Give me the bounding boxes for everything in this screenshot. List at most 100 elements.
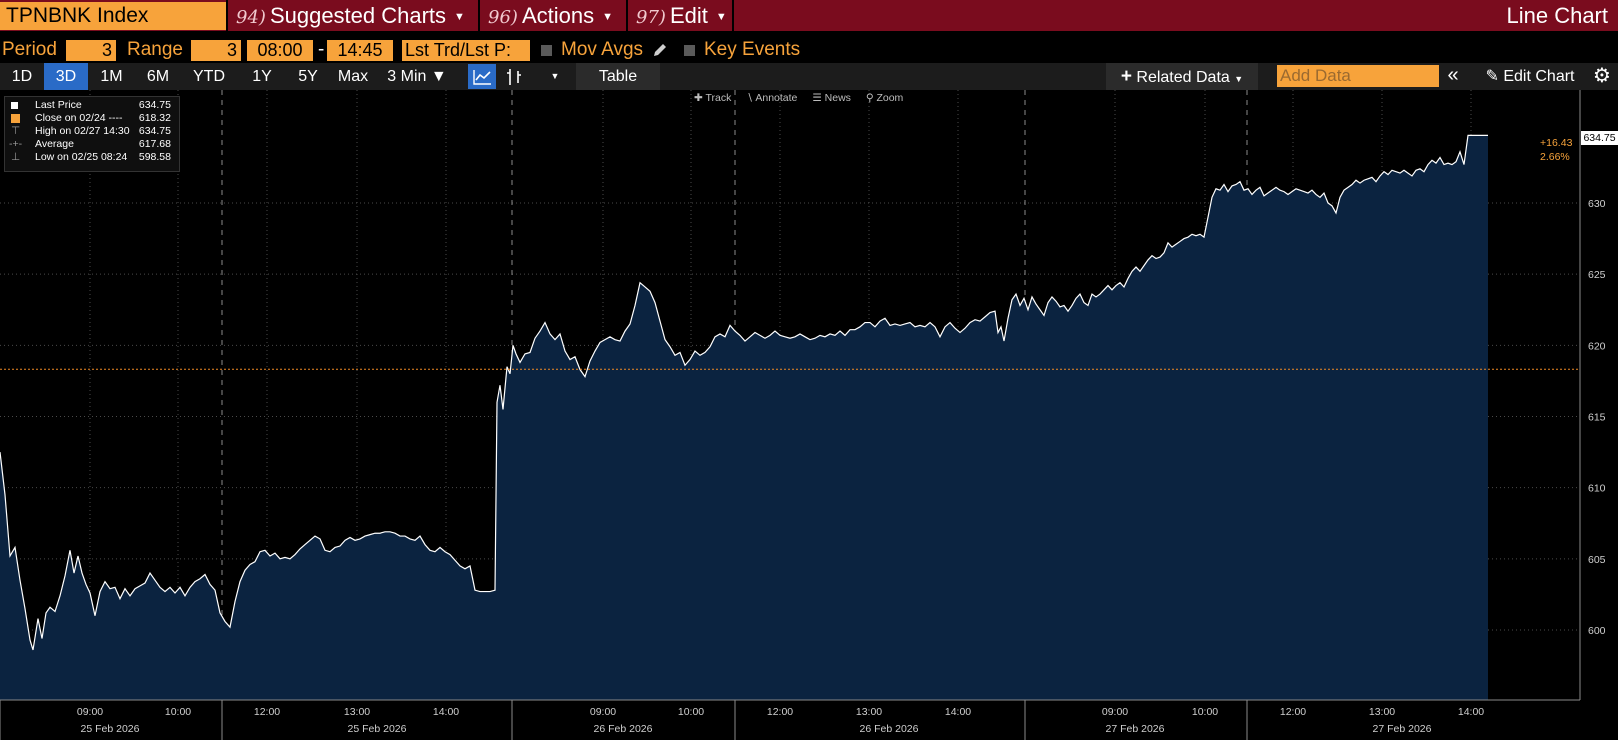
news-label: News [824,92,851,104]
x-tick-label: 14:00 [1458,706,1484,718]
suggested-charts-menu[interactable]: 94) Suggested Charts ▼ [236,0,465,31]
x-date-label: 26 Feb 2026 [860,723,919,735]
bar-chart-style-button[interactable] [500,63,528,90]
end-time-input[interactable]: 14:45 [327,40,393,61]
y-tick-label: 630 [1588,198,1606,210]
key-events-checkbox[interactable] [684,45,695,56]
mov-avgs-label: Mov Avgs [561,39,644,60]
chart-style-dropdown[interactable]: ▼ [548,63,562,90]
add-data-input[interactable]: Add Data [1277,65,1439,87]
x-date-label: 25 Feb 2026 [81,723,140,735]
start-time-input[interactable]: 08:00 [247,40,313,61]
legend-value: 634.75 [138,125,171,137]
annotate-label: Annotate [755,92,798,104]
news-tool[interactable]: ☰ News [812,92,851,104]
price-type-select[interactable]: Lst Trd/Lst P: [402,40,530,61]
track-label: Track [705,92,732,104]
divider [226,0,228,31]
track-tool[interactable]: ✚ Track [694,92,732,104]
gear-icon[interactable]: ⚙ [1593,65,1611,87]
actions-menu[interactable]: 96) Actions ▼ [488,0,613,31]
ticker-field[interactable]: TPNBNK Index [0,2,226,30]
menu-label: Suggested Charts [269,3,447,28]
period-input[interactable]: 3 [66,40,116,61]
high-marker-icon: ⊤ [11,125,21,137]
chart-type-title: Line Chart [1506,3,1608,28]
legend-swatch [11,114,20,123]
x-tick-label: 09:00 [1102,706,1128,718]
pencil-icon: ✎ [1485,68,1499,85]
edit-chart-button[interactable]: ✎ Edit Chart [1472,63,1588,90]
divider [626,0,628,31]
caret-down-icon: ▼ [550,71,560,81]
caret-down-icon: ▼ [430,68,447,85]
range-label: Range [127,39,183,60]
legend-box: Last Price 634.75 Close on 02/24 ---- 61… [4,96,180,172]
menu-number: 94) [236,7,266,28]
range-button-1y[interactable]: 1Y [252,68,272,85]
table-button[interactable]: Table [576,63,660,90]
period-label: Period [2,39,57,60]
divider [478,0,480,31]
x-date-label: 25 Feb 2026 [348,723,407,735]
plus-icon: + [1120,66,1132,87]
menu-number: 96) [488,7,518,28]
legend-label: Last Price [35,99,82,111]
x-tick-label: 10:00 [165,706,191,718]
x-tick-label: 12:00 [1280,706,1306,718]
caret-down-icon: ▼ [715,11,727,23]
legend-value: 618.32 [138,112,171,124]
annotate-tool[interactable]: ∖ Annotate [746,92,798,104]
zoom-tool[interactable]: ⚲ Zoom [865,92,904,104]
mov-avgs-checkbox[interactable] [541,45,552,56]
y-tick-label: 600 [1588,625,1606,637]
x-date-label: 27 Feb 2026 [1373,723,1432,735]
range-button-ytd[interactable]: YTD [193,68,225,85]
range-button-1m[interactable]: 1M [100,68,123,85]
caret-down-icon: ▼ [1234,74,1244,84]
x-tick-label: 10:00 [1192,706,1218,718]
menu-label: Actions [521,3,595,28]
interval-label: 3 Min [387,68,427,85]
x-date-label: 26 Feb 2026 [594,723,653,735]
change-percent: 2.66% [1540,151,1570,163]
interval-select[interactable]: 3 Min ▼ [376,63,458,90]
x-tick-label: 14:00 [945,706,971,718]
change-absolute: +16.43 [1540,137,1573,149]
menu-label: Edit [669,3,708,28]
x-tick-label: 13:00 [856,706,882,718]
legend-value: 598.58 [138,151,171,163]
price-chart[interactable]: 600 605 610 615 620 625 630 09:00 25 Feb 2026 10:… [0,90,1618,740]
edit-menu[interactable]: 97) Edit ▼ [636,0,727,31]
range-button-max[interactable]: Max [337,68,369,85]
x-tick-label: 13:00 [344,706,370,718]
range-input[interactable]: 3 [191,40,241,61]
legend-label: Low on 02/25 08:24 [35,151,128,163]
legend-label: Close on 02/24 ---- [35,112,123,124]
collapse-chevron-icon[interactable]: « [1447,64,1459,86]
zoom-label: Zoom [876,92,904,104]
x-tick-label: 13:00 [1369,706,1395,718]
legend-value: 617.68 [138,138,171,150]
x-tick-label: 14:00 [433,706,459,718]
caret-down-icon: ▼ [602,11,613,23]
range-button-6m[interactable]: 6M [146,68,170,85]
edit-chart-label: Edit Chart [1503,68,1575,85]
price-area [0,135,1488,700]
time-separator: - [318,39,325,60]
y-tick-label: 605 [1588,554,1606,566]
related-data-button[interactable]: + Related Data ▼ [1106,63,1258,90]
legend-label: Average [35,138,74,150]
y-tick-label: 610 [1588,483,1606,495]
x-tick-label: 10:00 [678,706,704,718]
last-price-tag: 634.75 [1581,131,1618,145]
range-button-5y[interactable]: 5Y [298,68,318,85]
line-chart-style-button[interactable] [468,64,496,89]
pencil-icon[interactable] [651,41,669,59]
x-tick-label: 09:00 [590,706,616,718]
range-button-3d[interactable]: 3D [44,63,88,90]
related-data-label: Related Data [1136,69,1230,86]
x-tick-label: 12:00 [254,706,280,718]
menu-number: 97) [636,7,666,28]
range-button-1d[interactable]: 1D [11,68,33,85]
